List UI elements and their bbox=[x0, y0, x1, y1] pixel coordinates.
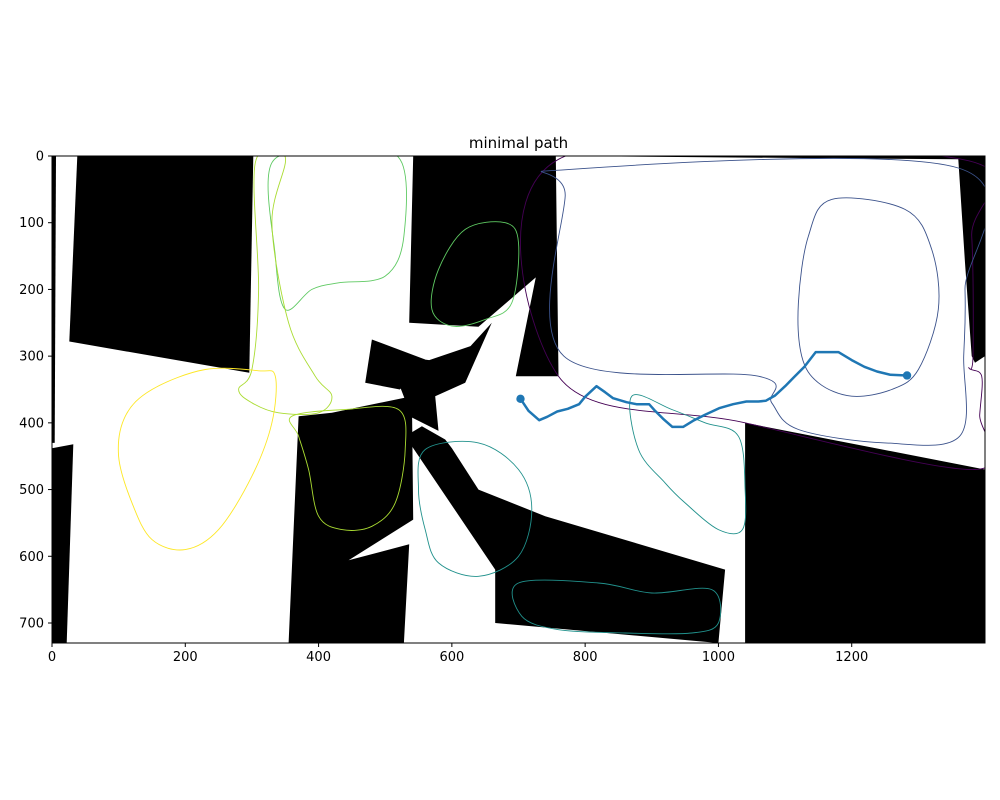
y-tick-label: 700 bbox=[19, 616, 44, 631]
x-tick-label: 0 bbox=[48, 650, 56, 665]
contour-line-2 bbox=[797, 197, 940, 397]
contours-layer bbox=[117, 156, 985, 635]
x-tick-label: 600 bbox=[439, 650, 464, 665]
minimal-path-line bbox=[519, 350, 909, 429]
obstacle-8 bbox=[745, 422, 985, 643]
obstacle-4 bbox=[409, 156, 559, 377]
axes-frame bbox=[51, 155, 986, 644]
plot-area bbox=[52, 156, 985, 643]
y-tick-label: 300 bbox=[19, 350, 44, 365]
obstacle-3 bbox=[288, 396, 414, 643]
obstacles-layer bbox=[52, 156, 985, 643]
x-axis: 0 200 400 600 800 1000 1200 bbox=[48, 643, 868, 665]
x-tick-label: 400 bbox=[306, 650, 331, 665]
contour-line-7 bbox=[117, 367, 277, 551]
path-start-point bbox=[516, 394, 525, 404]
x-tick-label: 200 bbox=[173, 650, 198, 665]
path-layer bbox=[516, 350, 912, 429]
obstacle-10 bbox=[365, 414, 404, 450]
contour-line-1 bbox=[540, 157, 985, 446]
contour-line-10 bbox=[511, 579, 722, 635]
path-end-point bbox=[902, 371, 912, 380]
y-tick-label: 100 bbox=[19, 216, 44, 231]
x-tick-label: 1000 bbox=[702, 650, 735, 665]
obstacle-1 bbox=[52, 156, 56, 443]
x-tick-label: 800 bbox=[573, 650, 598, 665]
y-axis: 0 100 200 300 400 500 600 700 bbox=[19, 150, 52, 631]
obstacle-9 bbox=[365, 339, 426, 390]
obstacle-6 bbox=[405, 426, 726, 643]
contour-line-9 bbox=[417, 440, 533, 577]
y-tick-label: 500 bbox=[19, 483, 44, 498]
contour-line-8 bbox=[288, 405, 407, 531]
obstacle-2 bbox=[52, 444, 74, 643]
y-tick-label: 400 bbox=[19, 416, 44, 431]
chart-title: minimal path bbox=[469, 134, 568, 152]
obstacle-5 bbox=[398, 322, 492, 431]
obstacle-0 bbox=[69, 156, 254, 373]
contour-line-6 bbox=[238, 156, 333, 415]
y-tick-label: 200 bbox=[19, 283, 44, 298]
y-tick-label: 0 bbox=[36, 150, 44, 165]
contour-line-5 bbox=[430, 221, 520, 327]
y-tick-label: 600 bbox=[19, 550, 44, 565]
contour-line-4 bbox=[267, 156, 407, 311]
contour-line-0 bbox=[520, 156, 985, 470]
x-tick-label: 1200 bbox=[835, 650, 868, 665]
